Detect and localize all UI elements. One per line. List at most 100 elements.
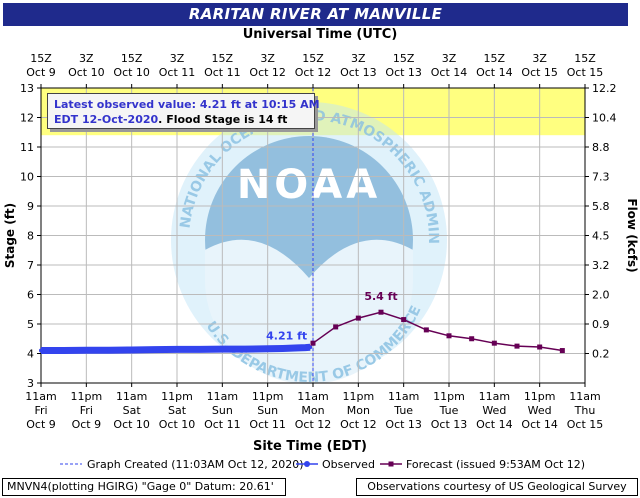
- observed-point: [84, 348, 89, 353]
- utc-tick-label-time: 3Z: [351, 52, 366, 65]
- observed-value-label: 4.21 ft: [266, 329, 307, 342]
- utc-tick-label-time: 3Z: [442, 52, 457, 65]
- y-tick-label: 11: [20, 141, 34, 154]
- observed-point: [61, 348, 66, 353]
- y2-tick-label: 8.8: [592, 141, 610, 154]
- observed-point: [265, 346, 270, 351]
- x-tick-label-day: Sat: [168, 404, 187, 417]
- x-tick-label-time: 11pm: [433, 390, 465, 403]
- y2-tick-label: 0.2: [592, 348, 610, 361]
- y-axis-title: Stage (ft): [3, 203, 17, 268]
- x-tick-label-date: Oct 9: [72, 418, 102, 431]
- y2-tick-label: 5.8: [592, 200, 610, 213]
- observed-point: [197, 347, 202, 352]
- observed-point: [175, 347, 179, 352]
- utc-tick-label-date: Oct 14: [476, 66, 513, 79]
- x-tick-label-day: Fri: [80, 404, 93, 417]
- observed-point: [295, 345, 300, 350]
- utc-tick-label-time: 15Z: [302, 52, 324, 65]
- x-tick-label-time: 11pm: [161, 390, 193, 403]
- forecast-point: [559, 348, 565, 354]
- x-tick-label-day: Sun: [212, 404, 233, 417]
- gage-datum-info: MNVN4(plotting HGIRG) "Gage 0" Datum: 20…: [2, 478, 286, 496]
- utc-tick-label-date: Oct 14: [431, 66, 468, 79]
- x-tick-label-day: Fri: [34, 404, 47, 417]
- observed-point: [129, 347, 134, 352]
- y-tick-label: 7: [27, 259, 34, 272]
- y2-axis-title: Flow (kcfs): [625, 198, 639, 272]
- utc-tick-label-date: Oct 12: [249, 66, 286, 79]
- legend-forecast-label: Forecast (issued 9:53AM Oct 12): [406, 458, 585, 471]
- y-tick-label: 4: [27, 348, 34, 361]
- x-tick-label-time: 11am: [207, 390, 238, 403]
- noaa-logo-text: NOAA: [237, 162, 381, 208]
- x-tick-label-date: Oct 12: [295, 418, 332, 431]
- utc-tick-label-time: 15Z: [393, 52, 415, 65]
- latest-observed-box: Latest observed value: 4.21 ft at 10:15 …: [47, 93, 320, 129]
- x-tick-label-date: Oct 12: [340, 418, 377, 431]
- utc-tick-label-time: 3Z: [79, 52, 94, 65]
- x-tick-label-time: 11pm: [342, 390, 374, 403]
- x-tick-label-date: Oct 13: [385, 418, 422, 431]
- observed-point: [303, 345, 308, 350]
- x-tick-label-day: Wed: [482, 404, 506, 417]
- forecast-series-line: [312, 311, 563, 352]
- latest-observed-date: EDT 12-Oct-2020: [54, 113, 159, 126]
- y2-tick-label: 12.2: [592, 82, 617, 95]
- x-tick-label-day: Mon: [301, 404, 324, 417]
- observed-point: [308, 345, 313, 350]
- observed-point: [39, 348, 43, 353]
- forecast-point: [446, 333, 452, 339]
- y-tick-label: 13: [20, 82, 34, 95]
- x-tick-label-time: 11pm: [524, 390, 556, 403]
- utc-tick-label-time: 3Z: [260, 52, 275, 65]
- utc-tick-label-time: 3Z: [170, 52, 185, 65]
- observation-credit: Observations courtesy of US Geological S…: [356, 478, 638, 496]
- x-tick-label-time: 11am: [25, 390, 56, 403]
- y-tick-label: 12: [20, 112, 34, 125]
- x-tick-label-date: Oct 10: [159, 418, 196, 431]
- y-tick-label: 5: [27, 318, 34, 331]
- x-tick-label-day: Mon: [347, 404, 370, 417]
- y-tick-label: 9: [27, 200, 34, 213]
- forecast-point: [491, 340, 497, 346]
- utc-tick-label-date: Oct 12: [295, 66, 332, 79]
- utc-tick-label-date: Oct 9: [26, 66, 56, 79]
- y2-tick-label: 4.5: [592, 230, 610, 243]
- chart-title: RARITAN RIVER AT MANVILLE: [188, 5, 443, 23]
- utc-tick-label-date: Oct 11: [159, 66, 196, 79]
- utc-tick-label-date: Oct 11: [204, 66, 241, 79]
- x-tick-label-time: 11am: [116, 390, 147, 403]
- latest-observed-date-line: EDT 12-Oct-2020. Flood Stage is 14 ft: [54, 112, 308, 127]
- x-tick-label-time: 11am: [388, 390, 419, 403]
- forecast-point: [378, 309, 384, 315]
- x-tick-label-day: Sat: [123, 404, 142, 417]
- utc-tick-label-time: 3Z: [532, 52, 547, 65]
- legend-graph-created-label: Graph Created (11:03AM Oct 12, 2020): [87, 458, 304, 471]
- x-tick-label-date: Oct 11: [204, 418, 241, 431]
- forecast-point: [423, 327, 429, 333]
- forecast-point: [333, 324, 339, 330]
- y-tick-label: 3: [27, 377, 34, 390]
- utc-tick-label-time: 15Z: [30, 52, 52, 65]
- observed-point: [243, 347, 247, 352]
- x-tick-label-date: Oct 14: [476, 418, 513, 431]
- x-tick-label-date: Oct 11: [249, 418, 286, 431]
- forecast-point: [514, 343, 520, 349]
- forecast-point: [310, 340, 316, 346]
- flood-stage-text: Flood Stage is 14 ft: [166, 113, 288, 126]
- y-tick-label: 6: [27, 289, 34, 302]
- utc-tick-label-time: 15Z: [212, 52, 234, 65]
- title-bar: RARITAN RIVER AT MANVILLE: [3, 3, 628, 26]
- x-tick-label-time: 11am: [479, 390, 510, 403]
- x-axis-title: Site Time (EDT): [253, 439, 367, 454]
- x-tick-label-time: 11pm: [70, 390, 102, 403]
- y2-tick-label: 3.2: [592, 259, 610, 272]
- legend-observed-label: Observed: [322, 458, 375, 471]
- forecast-point: [401, 317, 407, 323]
- utc-tick-label-date: Oct 10: [68, 66, 105, 79]
- y2-tick-label: 2.0: [592, 289, 610, 302]
- x-tick-label-date: Oct 15: [567, 418, 604, 431]
